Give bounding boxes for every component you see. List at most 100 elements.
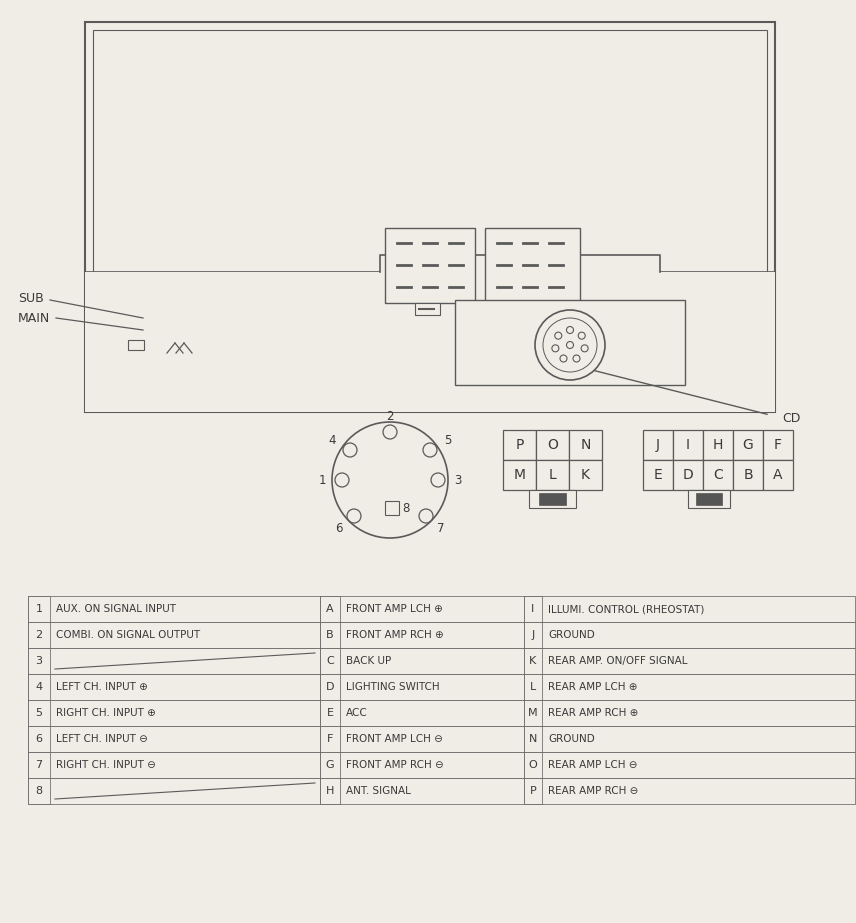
Text: REAR AMP. ON/OFF SIGNAL: REAR AMP. ON/OFF SIGNAL bbox=[548, 656, 687, 666]
Bar bbox=[524, 752, 855, 778]
Text: E: E bbox=[326, 708, 334, 718]
Bar bbox=[320, 674, 340, 700]
Bar bbox=[763, 430, 793, 460]
Bar bbox=[524, 752, 542, 778]
Text: FRONT AMP RCH ⊕: FRONT AMP RCH ⊕ bbox=[346, 630, 443, 640]
Text: 8: 8 bbox=[402, 501, 410, 514]
Bar bbox=[569, 460, 602, 490]
Text: F: F bbox=[774, 438, 782, 452]
Text: ILLUMI. CONTROL (RHEOSTAT): ILLUMI. CONTROL (RHEOSTAT) bbox=[548, 604, 704, 614]
Text: 3: 3 bbox=[35, 656, 43, 666]
Bar bbox=[536, 460, 569, 490]
Text: L: L bbox=[549, 468, 556, 482]
Text: B: B bbox=[326, 630, 334, 640]
Text: D: D bbox=[682, 468, 693, 482]
Text: ACC: ACC bbox=[346, 708, 368, 718]
Text: GROUND: GROUND bbox=[548, 630, 595, 640]
Text: N: N bbox=[580, 438, 591, 452]
Bar bbox=[673, 430, 703, 460]
Bar bbox=[688, 490, 730, 508]
Text: ANT. SIGNAL: ANT. SIGNAL bbox=[346, 786, 411, 796]
Bar bbox=[524, 622, 855, 648]
Bar bbox=[320, 674, 525, 700]
Bar bbox=[28, 752, 320, 778]
Bar bbox=[643, 460, 673, 490]
Text: 7: 7 bbox=[437, 522, 445, 535]
Bar bbox=[28, 700, 50, 726]
Bar bbox=[415, 303, 440, 315]
Text: I: I bbox=[686, 438, 690, 452]
Bar bbox=[28, 648, 320, 674]
Bar bbox=[28, 622, 50, 648]
Bar bbox=[524, 778, 542, 804]
Bar bbox=[28, 622, 320, 648]
Bar bbox=[320, 700, 340, 726]
Bar bbox=[320, 752, 340, 778]
Text: 4: 4 bbox=[35, 682, 43, 692]
Bar bbox=[28, 700, 320, 726]
Bar bbox=[524, 596, 542, 622]
Text: B: B bbox=[743, 468, 752, 482]
Bar bbox=[529, 490, 575, 508]
Bar bbox=[524, 700, 855, 726]
Text: FRONT AMP LCH ⊖: FRONT AMP LCH ⊖ bbox=[346, 734, 443, 744]
Bar bbox=[385, 501, 399, 515]
Bar bbox=[93, 30, 767, 404]
Text: LIGHTING SWITCH: LIGHTING SWITCH bbox=[346, 682, 440, 692]
Text: REAR AMP RCH ⊕: REAR AMP RCH ⊕ bbox=[548, 708, 639, 718]
Text: A: A bbox=[326, 604, 334, 614]
Bar bbox=[763, 460, 793, 490]
Text: MAIN: MAIN bbox=[18, 311, 51, 325]
Bar bbox=[697, 493, 722, 505]
Text: J: J bbox=[532, 630, 535, 640]
Text: E: E bbox=[654, 468, 663, 482]
Bar bbox=[28, 596, 320, 622]
Bar bbox=[320, 726, 525, 752]
Text: O: O bbox=[547, 438, 558, 452]
Text: 6: 6 bbox=[35, 734, 43, 744]
Bar bbox=[320, 778, 525, 804]
Bar bbox=[320, 596, 525, 622]
Bar bbox=[524, 596, 855, 622]
Bar bbox=[569, 430, 602, 460]
Text: C: C bbox=[326, 656, 334, 666]
Text: 6: 6 bbox=[336, 522, 342, 535]
Bar bbox=[455, 300, 685, 385]
Bar bbox=[385, 228, 475, 303]
Bar bbox=[28, 752, 50, 778]
Bar bbox=[524, 648, 855, 674]
Bar bbox=[703, 460, 733, 490]
Bar bbox=[503, 460, 536, 490]
Text: REAR AMP LCH ⊕: REAR AMP LCH ⊕ bbox=[548, 682, 638, 692]
Text: 4: 4 bbox=[328, 434, 336, 447]
Text: 5: 5 bbox=[444, 434, 452, 447]
Text: AUX. ON SIGNAL INPUT: AUX. ON SIGNAL INPUT bbox=[56, 604, 176, 614]
Bar bbox=[536, 430, 569, 460]
Bar bbox=[524, 622, 542, 648]
Text: RIGHT CH. INPUT ⊕: RIGHT CH. INPUT ⊕ bbox=[56, 708, 156, 718]
Bar bbox=[485, 228, 580, 303]
Text: J: J bbox=[656, 438, 660, 452]
Text: 1: 1 bbox=[35, 604, 43, 614]
Bar bbox=[643, 430, 673, 460]
Text: GROUND: GROUND bbox=[548, 734, 595, 744]
Bar bbox=[320, 648, 340, 674]
Bar bbox=[28, 674, 320, 700]
Bar bbox=[503, 430, 536, 460]
Text: REAR AMP RCH ⊖: REAR AMP RCH ⊖ bbox=[548, 786, 639, 796]
Text: 2: 2 bbox=[386, 411, 394, 424]
Bar bbox=[380, 255, 660, 272]
Bar bbox=[673, 460, 703, 490]
Bar bbox=[28, 778, 320, 804]
Text: CD: CD bbox=[782, 412, 800, 425]
Text: FRONT AMP LCH ⊕: FRONT AMP LCH ⊕ bbox=[346, 604, 443, 614]
Text: I: I bbox=[532, 604, 535, 614]
Bar bbox=[320, 700, 525, 726]
Text: RIGHT CH. INPUT ⊖: RIGHT CH. INPUT ⊖ bbox=[56, 760, 156, 770]
Bar bbox=[28, 726, 320, 752]
Text: L: L bbox=[530, 682, 536, 692]
Text: G: G bbox=[325, 760, 335, 770]
Bar bbox=[320, 648, 525, 674]
Bar bbox=[524, 674, 542, 700]
Text: REAR AMP LCH ⊖: REAR AMP LCH ⊖ bbox=[548, 760, 638, 770]
